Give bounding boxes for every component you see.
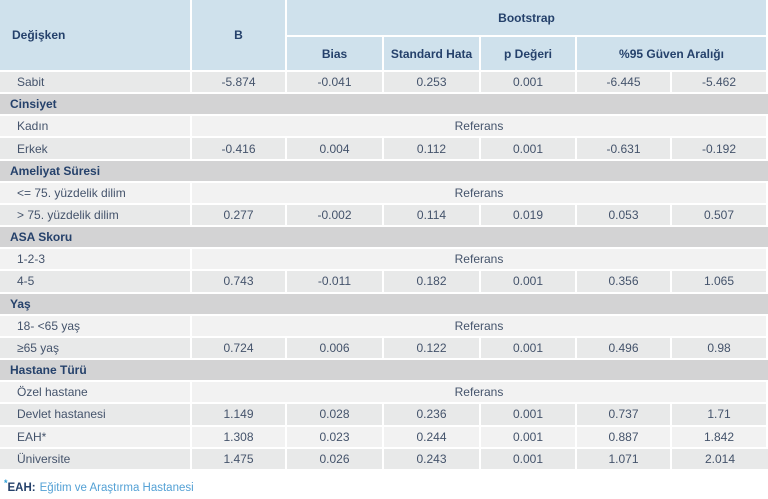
section-row-label: Hastane Türü [0,360,768,383]
cell-standard-hata: 0.122 [384,337,481,361]
footnote-term: EAH: [7,481,36,494]
row-label: 18- <65 yaş [0,315,192,338]
row-label: 1-2-3 [0,249,192,272]
cell-p-degeri: 0.001 [481,448,577,471]
footnote-definition: Eğitim ve Araştırma Hastanesi [39,481,194,494]
cell-ci-high: 0.507 [672,204,768,228]
cell-ci-high: 0.98 [672,337,768,361]
row-label: Devlet hastanesi [0,404,192,427]
row-label: 4-5 [0,271,192,294]
column-header-degisken: Değişken [0,0,192,72]
cell-ci-low: 0.737 [577,404,672,427]
column-header-bias: Bias [287,37,384,72]
cell-bias: 0.004 [287,138,384,161]
column-group-header-bootstrap: Bootstrap [287,0,768,37]
footnote-asterisk: * [4,477,8,488]
cell-bias: 0.026 [287,448,384,471]
row-label: <= 75. yüzdelik dilim [0,182,192,205]
row-label: Üniversite [0,448,192,471]
referans-cell: Referans [192,315,768,338]
cell-p-degeri: 0.001 [481,404,577,427]
cell-bias: -0.011 [287,271,384,294]
section-row-label: ASA Skoru [0,227,768,250]
cell-standard-hata: 0.243 [384,448,481,471]
section-row-label: Ameliyat Süresi [0,160,768,183]
cell-ci-low: 0.356 [577,271,672,294]
cell-p-degeri: 0.019 [481,204,577,228]
cell-ci-low: 1.071 [577,448,672,471]
cell-standard-hata: 0.253 [384,72,481,95]
cell-b: 0.277 [192,204,287,228]
cell-standard-hata: 0.114 [384,204,481,228]
cell-b: -0.416 [192,138,287,161]
cell-ci-low: 0.887 [577,426,672,449]
column-header-guven-araligi: %95 Güven Aralığı [577,37,768,72]
bootstrap-table: Değişken B Bootstrap Bias Standard Hata … [0,0,768,471]
row-label: > 75. yüzdelik dilim [0,204,192,228]
cell-ci-high: 1.71 [672,404,768,427]
cell-ci-high: 2.014 [672,448,768,471]
cell-p-degeri: 0.001 [481,138,577,161]
row-label: ≥65 yaş [0,337,192,361]
referans-cell: Referans [192,182,768,205]
cell-standard-hata: 0.112 [384,138,481,161]
cell-b: 1.475 [192,448,287,471]
cell-b: 1.308 [192,426,287,449]
cell-standard-hata: 0.182 [384,271,481,294]
column-header-standard-hata: Standard Hata [384,37,481,72]
cell-ci-low: -6.445 [577,72,672,95]
cell-p-degeri: 0.001 [481,337,577,361]
row-label: Özel hastane [0,382,192,405]
row-label: Kadın [0,116,192,139]
footnote: *EAH: Eğitim ve Araştırma Hastanesi [0,478,768,494]
cell-b: 0.743 [192,271,287,294]
cell-bias: -0.002 [287,204,384,228]
cell-p-degeri: 0.001 [481,271,577,294]
cell-bias: 0.006 [287,337,384,361]
cell-ci-high: -5.462 [672,72,768,95]
section-row-label: Yaş [0,293,768,316]
cell-ci-low: 0.496 [577,337,672,361]
row-label: Sabit [0,72,192,95]
row-label: EAH* [0,426,192,449]
referans-cell: Referans [192,116,768,139]
cell-standard-hata: 0.244 [384,426,481,449]
cell-bias: -0.041 [287,72,384,95]
cell-b: 0.724 [192,337,287,361]
cell-ci-high: 1.842 [672,426,768,449]
cell-bias: 0.028 [287,404,384,427]
cell-p-degeri: 0.001 [481,426,577,449]
cell-standard-hata: 0.236 [384,404,481,427]
column-header-b: B [192,0,287,72]
column-header-p-degeri: p Değeri [481,37,577,72]
cell-b: 1.149 [192,404,287,427]
referans-cell: Referans [192,249,768,272]
cell-ci-high: 1.065 [672,271,768,294]
cell-ci-low: -0.631 [577,138,672,161]
cell-bias: 0.023 [287,426,384,449]
cell-b: -5.874 [192,72,287,95]
cell-ci-low: 0.053 [577,204,672,228]
referans-cell: Referans [192,382,768,405]
cell-ci-high: -0.192 [672,138,768,161]
cell-p-degeri: 0.001 [481,72,577,95]
section-row-label: Cinsiyet [0,94,768,117]
row-label: Erkek [0,138,192,161]
